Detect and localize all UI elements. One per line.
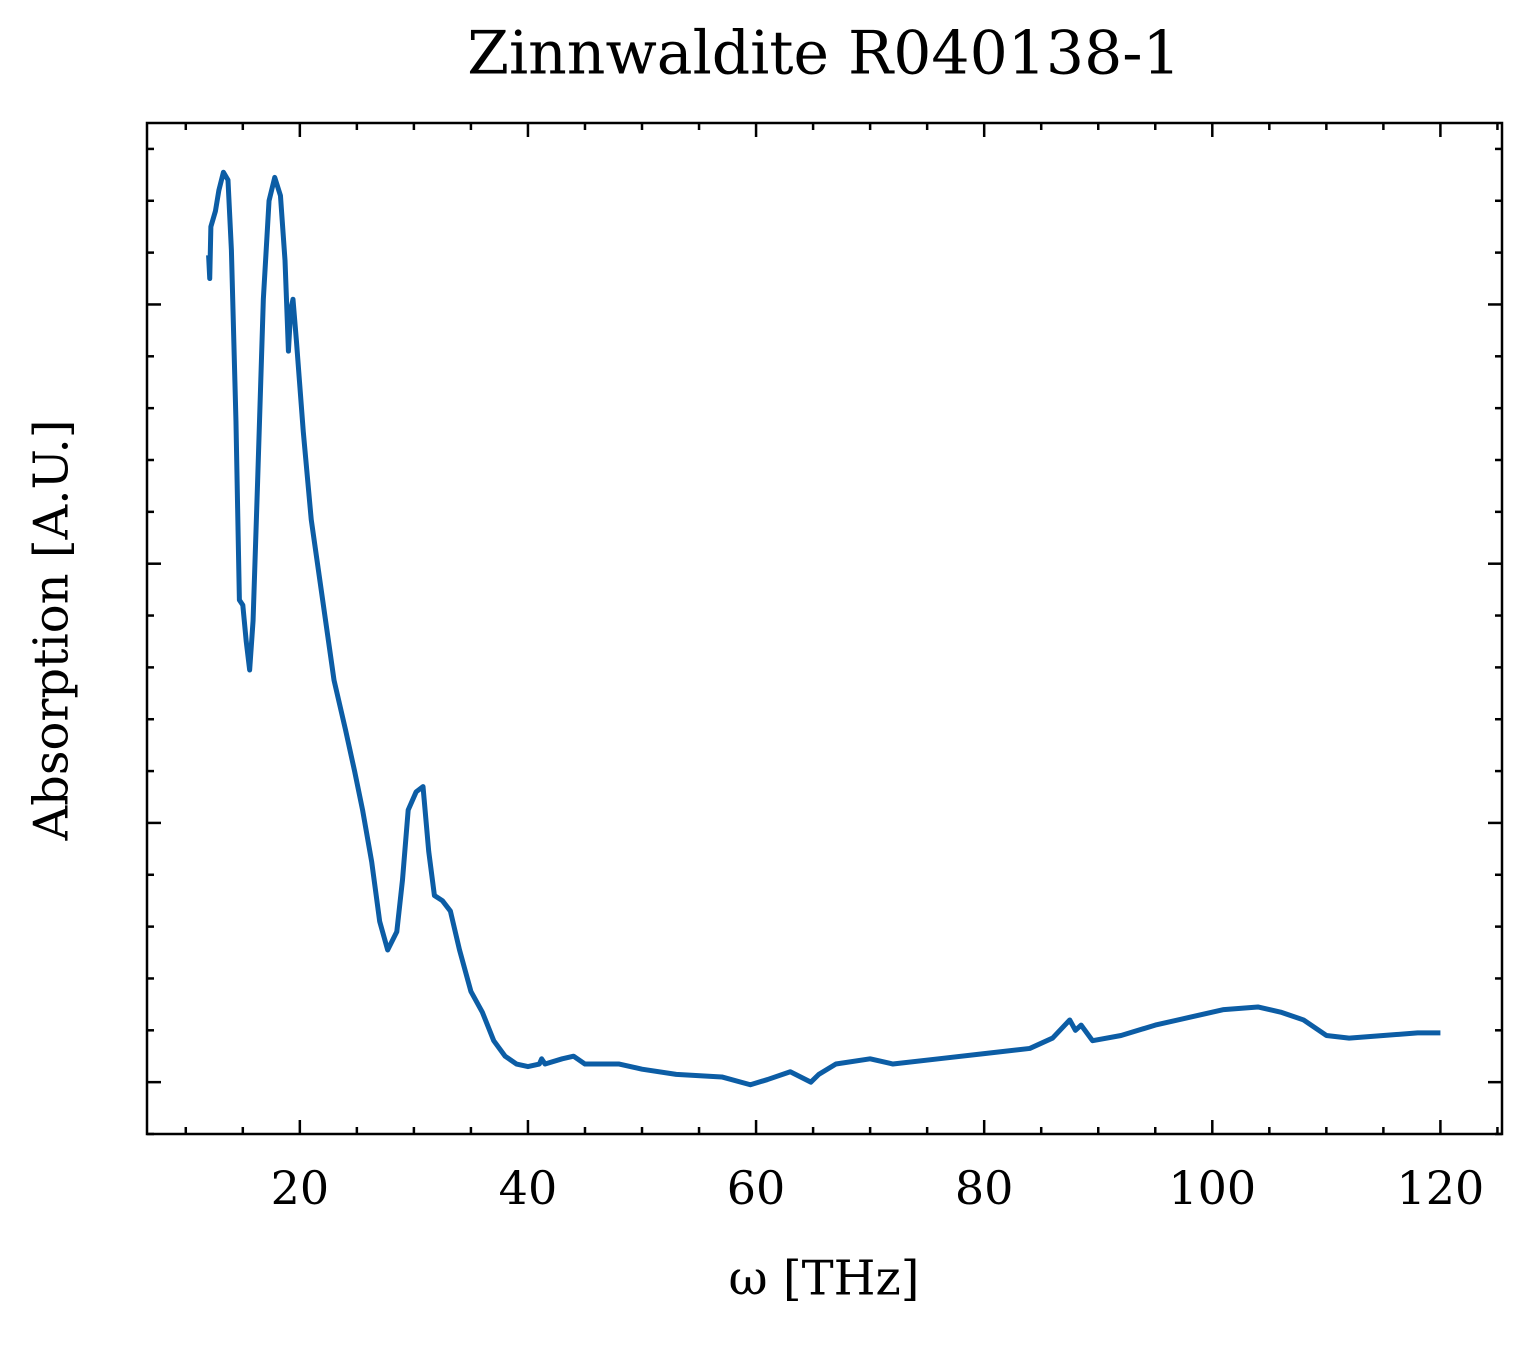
data-line — [206, 169, 1441, 1088]
plot-frame — [145, 121, 1504, 1136]
x-tick-label: 60 — [727, 1161, 786, 1215]
x-tick-label: 80 — [955, 1161, 1014, 1215]
x-tick-label: 40 — [499, 1161, 558, 1215]
x-tick-label: 20 — [271, 1161, 330, 1215]
x-tick-label: 100 — [1168, 1161, 1256, 1215]
chart-title: Zinnwaldite R040138-1 — [467, 19, 1180, 89]
x-axis-label: ω [THz] — [728, 1251, 919, 1307]
x-tick-label: 120 — [1397, 1161, 1485, 1215]
y-axis-label: Absorption [A.U.] — [24, 420, 80, 842]
